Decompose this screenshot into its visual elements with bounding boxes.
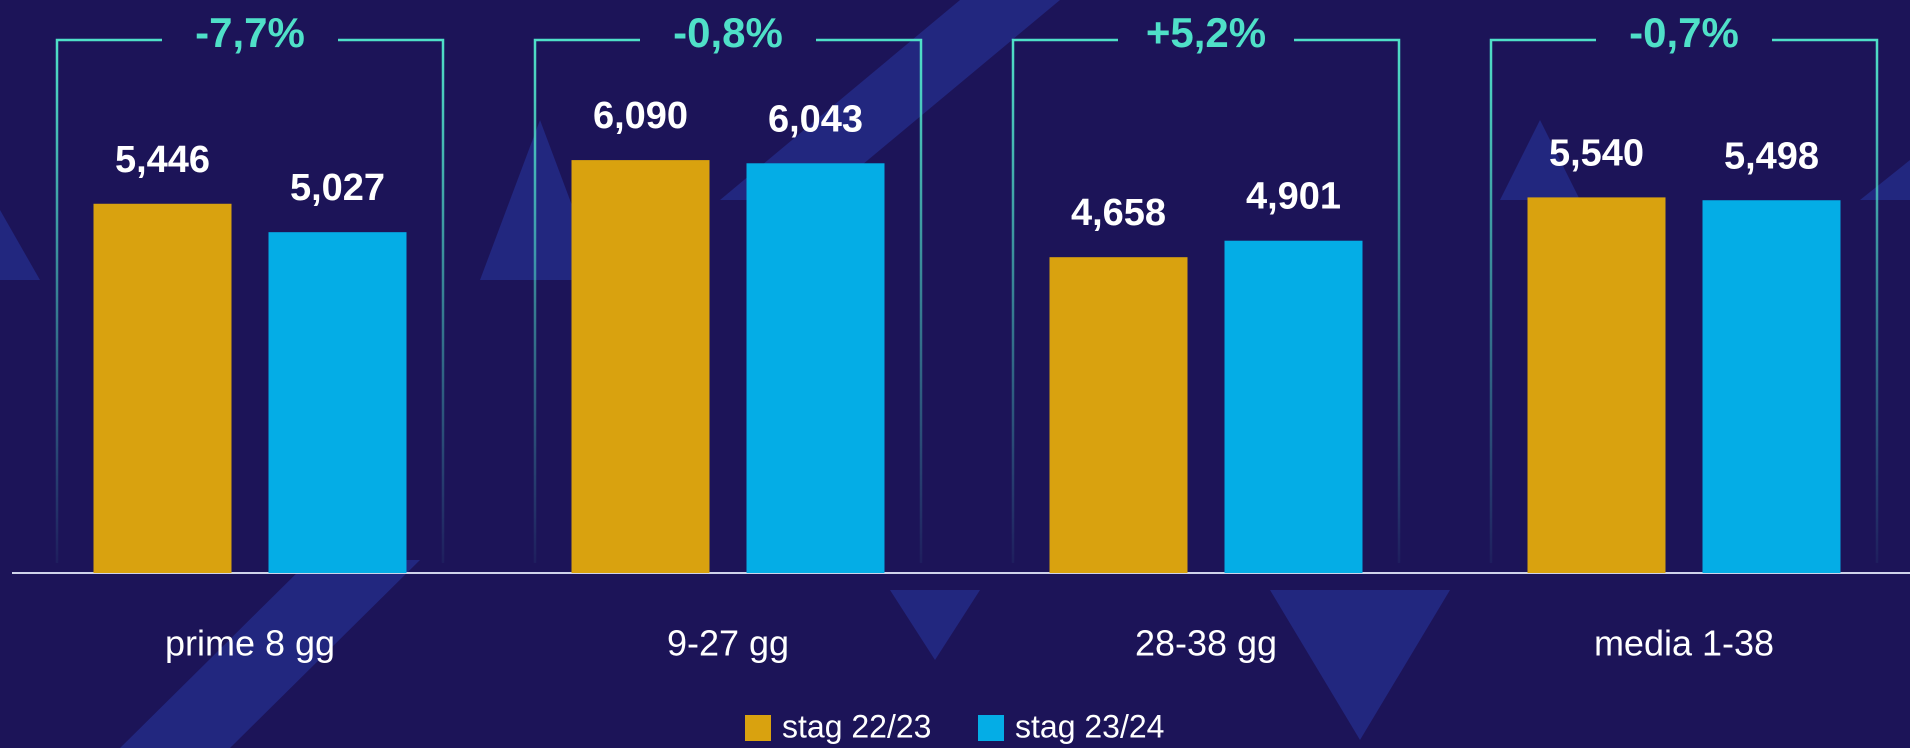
value-label: 6,043: [768, 98, 863, 140]
bar: [1224, 240, 1363, 573]
bar: [746, 163, 885, 573]
category-label: 28-38 gg: [1135, 623, 1277, 664]
value-label: 5,027: [290, 167, 385, 209]
bracket-left: [1011, 38, 1118, 563]
value-label: 5,498: [1724, 135, 1819, 177]
legend-label: stag 22/23: [782, 708, 931, 744]
category-label: prime 8 gg: [165, 623, 335, 664]
bar: [1702, 200, 1841, 573]
bracket-right: [1294, 38, 1401, 563]
category-label: media 1-38: [1594, 623, 1774, 664]
value-label: 5,446: [115, 139, 210, 181]
bar: [268, 232, 407, 573]
change-annotation: +5,2%: [1146, 9, 1266, 56]
category-label: 9-27 gg: [667, 623, 789, 664]
legend-swatch: [978, 715, 1004, 741]
change-annotation: -0,7%: [1629, 9, 1739, 56]
legend-swatch: [745, 715, 771, 741]
change-annotation: -7,7%: [195, 9, 305, 56]
bar: [93, 203, 232, 573]
value-label: 6,090: [593, 95, 688, 137]
bracket-left: [533, 38, 640, 563]
change-annotation: -0,8%: [673, 9, 783, 56]
value-label: 4,658: [1071, 192, 1166, 234]
bracket-right: [1772, 38, 1879, 563]
value-label: 4,901: [1246, 176, 1341, 218]
bar: [1527, 197, 1666, 573]
bracket-right: [816, 38, 923, 563]
bracket-left: [1489, 38, 1596, 563]
bracket-right: [338, 38, 445, 563]
bracket-left: [55, 38, 162, 563]
legend-label: stag 23/24: [1015, 708, 1164, 744]
bar: [1049, 257, 1188, 573]
value-label: 5,540: [1549, 132, 1644, 174]
bar: [571, 160, 710, 573]
